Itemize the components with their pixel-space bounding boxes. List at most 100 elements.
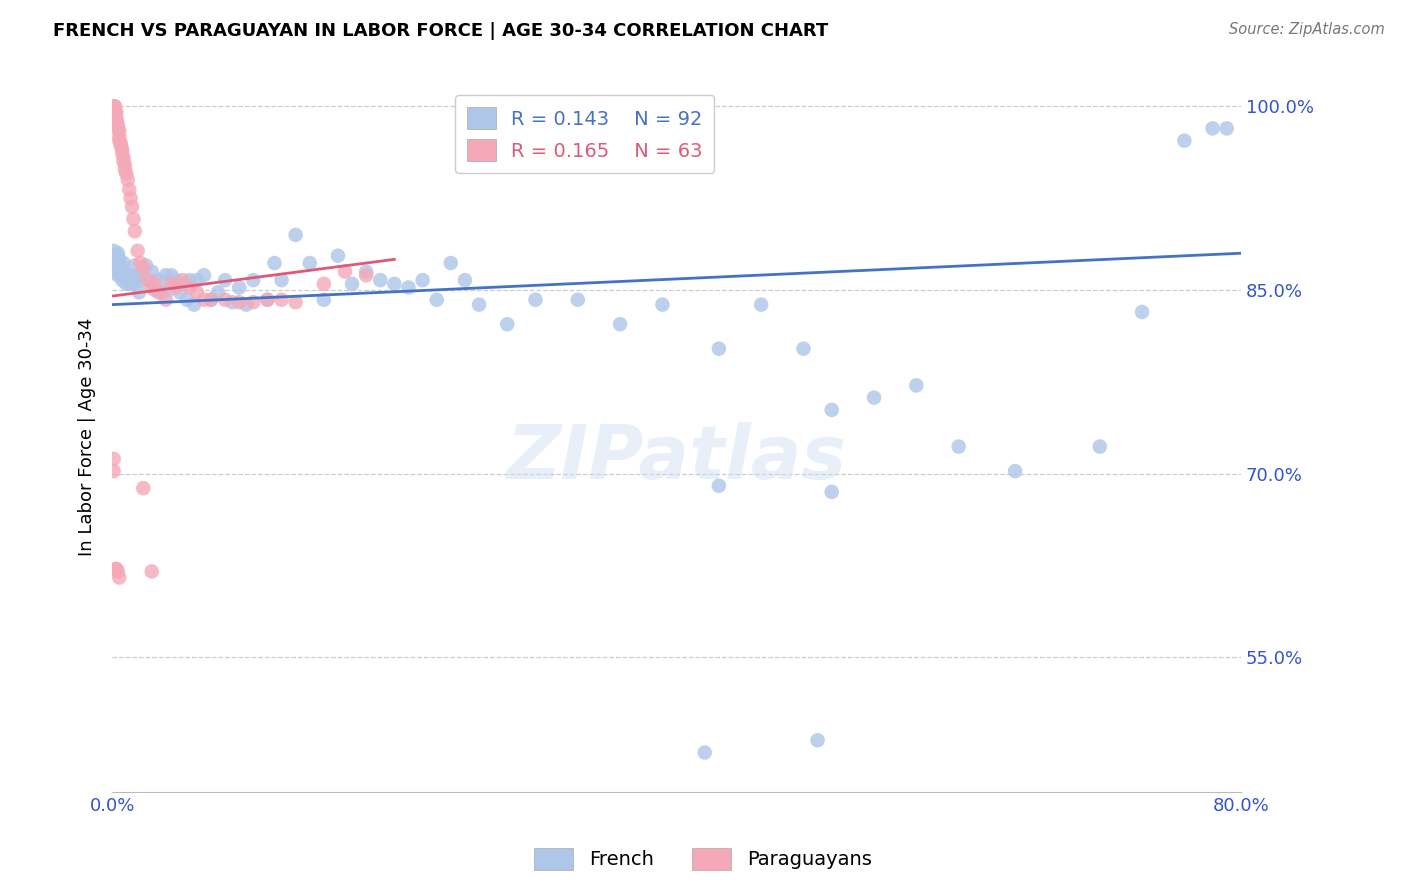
Y-axis label: In Labor Force | Age 30-34: In Labor Force | Age 30-34: [79, 318, 96, 556]
Point: [440, 256, 463, 270]
Point: [143, 283, 166, 297]
Point: [112, 264, 135, 278]
Point: [270, 293, 292, 307]
Point: [193, 268, 215, 283]
Point: [176, 293, 198, 307]
Point: [1173, 134, 1195, 148]
Point: [821, 484, 844, 499]
Point: [107, 246, 129, 260]
Point: [1201, 121, 1223, 136]
Text: Source: ZipAtlas.com: Source: ZipAtlas.com: [1229, 22, 1385, 37]
Point: [108, 134, 131, 148]
Point: [107, 268, 129, 283]
Point: [121, 200, 143, 214]
Point: [112, 154, 135, 169]
Point: [115, 167, 138, 181]
Point: [118, 183, 141, 197]
Point: [567, 293, 589, 307]
Point: [157, 283, 180, 297]
Point: [214, 273, 236, 287]
Point: [120, 268, 142, 283]
Point: [104, 264, 127, 278]
Point: [172, 273, 194, 287]
Point: [298, 256, 321, 270]
Point: [124, 259, 146, 273]
Point: [110, 268, 132, 283]
Point: [284, 295, 307, 310]
Point: [132, 260, 155, 275]
Point: [108, 130, 131, 145]
Point: [256, 293, 278, 307]
Point: [155, 268, 177, 283]
Point: [105, 562, 128, 576]
Point: [165, 273, 187, 287]
Point: [496, 317, 519, 331]
Point: [122, 211, 145, 226]
Point: [256, 293, 278, 307]
Point: [193, 293, 215, 307]
Point: [749, 298, 772, 312]
Point: [114, 158, 136, 172]
Point: [141, 565, 163, 579]
Point: [108, 252, 131, 267]
Point: [143, 277, 166, 291]
Text: ZIPatlas: ZIPatlas: [506, 422, 846, 494]
Point: [111, 273, 134, 287]
Point: [104, 252, 127, 267]
Point: [207, 285, 229, 300]
Point: [115, 277, 138, 291]
Point: [108, 260, 131, 275]
Point: [115, 273, 138, 287]
Point: [114, 163, 136, 178]
Point: [105, 112, 128, 126]
Point: [107, 121, 129, 136]
Point: [412, 273, 434, 287]
Point: [863, 391, 886, 405]
Point: [200, 293, 222, 307]
Point: [111, 145, 134, 160]
Point: [111, 264, 134, 278]
Point: [141, 280, 163, 294]
Point: [354, 268, 377, 283]
Point: [127, 268, 149, 283]
Point: [454, 273, 477, 287]
Point: [270, 273, 292, 287]
Point: [103, 259, 125, 273]
Point: [228, 280, 250, 294]
Point: [398, 280, 420, 294]
Legend: French, Paraguayans: French, Paraguayans: [526, 839, 880, 878]
Point: [135, 259, 157, 273]
Point: [117, 173, 139, 187]
Point: [221, 295, 243, 310]
Point: [107, 565, 129, 579]
Point: [112, 151, 135, 165]
Point: [110, 136, 132, 150]
Point: [186, 285, 208, 300]
Point: [172, 277, 194, 291]
Point: [110, 259, 132, 273]
Point: [333, 264, 356, 278]
Point: [132, 268, 155, 283]
Point: [148, 285, 170, 300]
Point: [821, 403, 844, 417]
Point: [179, 273, 201, 287]
Point: [141, 264, 163, 278]
Point: [103, 451, 125, 466]
Point: [609, 317, 631, 331]
Point: [104, 562, 127, 576]
Point: [186, 273, 208, 287]
Point: [103, 244, 125, 258]
Point: [128, 285, 150, 300]
Point: [1130, 305, 1153, 319]
Point: [905, 378, 928, 392]
Point: [155, 293, 177, 307]
Point: [200, 293, 222, 307]
Point: [354, 264, 377, 278]
Point: [104, 109, 127, 123]
Point: [129, 256, 152, 270]
Point: [707, 479, 730, 493]
Point: [524, 293, 547, 307]
Point: [148, 273, 170, 287]
Point: [127, 244, 149, 258]
Point: [105, 249, 128, 263]
